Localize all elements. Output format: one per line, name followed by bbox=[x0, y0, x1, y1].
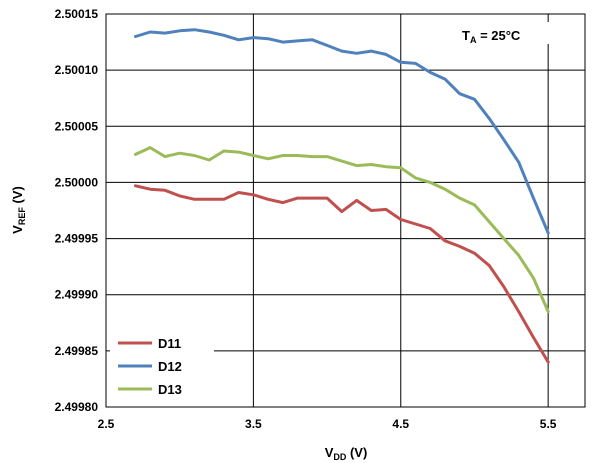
series-line-d12 bbox=[134, 28, 550, 235]
plot-area-frame bbox=[105, 13, 586, 408]
y-tick-label: 2.50015 bbox=[55, 7, 99, 21]
y-tick-labels: 2.49980 2.49985 2.49990 2.49995 2.50000 2.500… bbox=[55, 7, 99, 414]
y-tick-label: 2.49980 bbox=[55, 400, 99, 414]
legend: D11 D12 D13 bbox=[110, 322, 214, 404]
x-tick-label: 5.5 bbox=[540, 417, 557, 431]
annotation-background bbox=[450, 22, 550, 44]
x-tick-label: 2.5 bbox=[98, 417, 115, 431]
legend-label: D11 bbox=[158, 336, 181, 351]
legend-label: D12 bbox=[158, 359, 182, 374]
x-tick-label: 4.5 bbox=[392, 417, 409, 431]
y-tick-label: 2.49995 bbox=[55, 232, 99, 246]
y-tick-label: 2.49985 bbox=[55, 344, 99, 358]
temperature-annotation: TA = 25°C bbox=[462, 28, 521, 45]
x-axis-label: VDD (V) bbox=[325, 445, 368, 462]
x-tick-labels: 2.5 3.5 4.5 5.5 bbox=[98, 417, 557, 431]
series-line-d13 bbox=[134, 146, 550, 314]
series-line-d11 bbox=[134, 184, 550, 364]
legend-label: D13 bbox=[158, 382, 182, 397]
y-tick-label: 2.50010 bbox=[55, 63, 99, 77]
y-axis-label: VREF (V) bbox=[10, 186, 27, 234]
y-tick-label: 2.50000 bbox=[55, 175, 99, 189]
series-lines bbox=[134, 28, 550, 364]
x-tick-label: 3.5 bbox=[245, 417, 262, 431]
y-tick-label: 2.50005 bbox=[55, 119, 99, 133]
y-tick-label: 2.49990 bbox=[55, 288, 99, 302]
